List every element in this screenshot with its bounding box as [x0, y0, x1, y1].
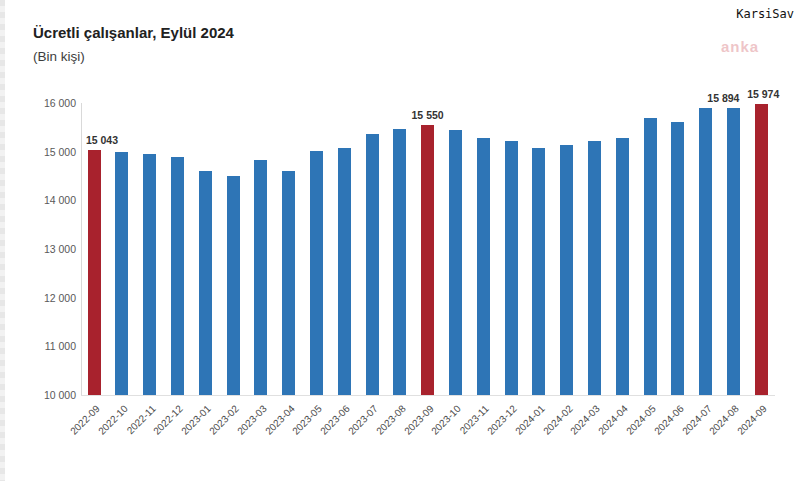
bar — [282, 171, 295, 395]
bar — [505, 141, 518, 395]
bar — [171, 157, 184, 395]
page: KarsiSav anka Ücretli çalışanlar, Eylül … — [0, 0, 800, 481]
bar — [727, 108, 740, 395]
bar — [310, 151, 323, 395]
x-axis-line — [81, 395, 775, 396]
bar — [560, 145, 573, 395]
bar — [671, 122, 684, 395]
y-tick-label: 15 000 — [34, 146, 76, 158]
y-tick-label: 14 000 — [34, 194, 76, 206]
bar — [616, 138, 629, 395]
bar — [338, 148, 351, 395]
bar — [199, 171, 212, 395]
bar-value-label: 15 043 — [86, 134, 118, 146]
x-tick-label: 2024-09 — [712, 403, 769, 460]
plot-area: 10 000 11 000 12 000 13 000 14 000 15 000 16 0… — [0, 0, 800, 481]
bar — [588, 141, 601, 395]
bar-value-label: 15 894 — [707, 92, 739, 104]
bar — [699, 108, 712, 395]
bar-value-label: 15 974 — [747, 88, 779, 100]
bar — [143, 154, 156, 395]
y-tick-label: 16 000 — [34, 97, 76, 109]
bar — [366, 134, 379, 395]
bar — [115, 152, 128, 395]
bar — [227, 176, 240, 395]
bar — [449, 130, 462, 395]
bar-value-label: 15 550 — [412, 109, 444, 121]
bar — [755, 104, 768, 395]
y-tick-label: 13 000 — [34, 243, 76, 255]
bar — [644, 118, 657, 395]
bar — [393, 129, 406, 395]
bar — [421, 125, 434, 395]
bar — [254, 160, 267, 395]
y-tick-label: 11 000 — [34, 340, 76, 352]
y-tick-label: 12 000 — [34, 292, 76, 304]
bar — [477, 138, 490, 395]
bar — [88, 150, 101, 395]
y-tick-label: 10 000 — [34, 389, 76, 401]
bar — [532, 148, 545, 395]
y-axis-line — [81, 103, 82, 395]
